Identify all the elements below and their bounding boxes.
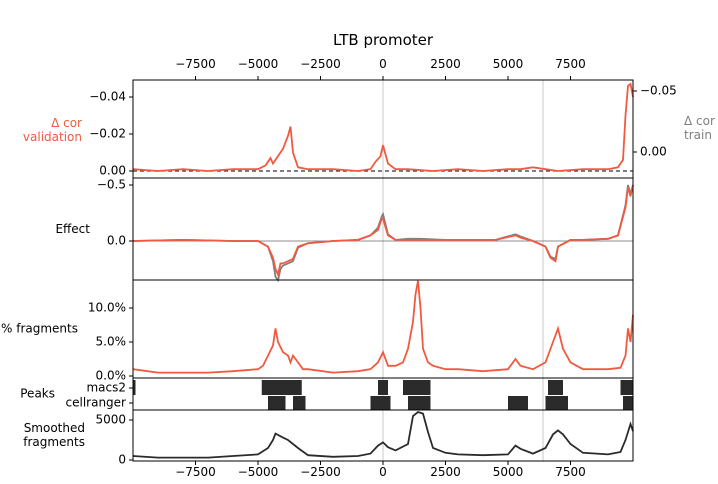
top-x-tick-label: 7500 [555,57,586,71]
top-axis-ticks: −7500 −5000 −2500 0 2500 5000 7500 [175,57,586,80]
top-x-tick-label: 5000 [493,57,524,71]
y-right-tick-label: 0.00 [640,145,667,159]
peak-interval-cellranger [623,396,633,410]
bottom-x-tick-label: 2500 [430,465,461,479]
peak-interval-cellranger [408,396,431,410]
peak-interval-macs2 [133,380,136,395]
y-tick-label: −0.02 [89,127,126,141]
bottom-axis-ticks: −7500 −5000 −2500 0 2500 5000 7500 [175,461,586,479]
peak-interval-macs2 [261,380,302,395]
panel-pct-fragments: 10.0% 5.0% 0.0% % fragments [1,279,634,383]
series-line-validation [132,184,634,278]
peak-interval-macs2 [403,380,431,395]
top-x-tick-label: 2500 [430,57,461,71]
series-line-fragments [132,280,634,374]
bottom-x-tick-label: 5000 [493,465,524,479]
series-line-smoothed [132,410,634,459]
peak-interval-macs2 [378,380,388,395]
y-tick-label: 5.0% [96,335,127,349]
y-axis-label: Effect [55,222,90,236]
peak-interval-cellranger [545,396,568,410]
top-x-tick-label: −2500 [300,57,341,71]
y-tick-label: 10.0% [88,301,126,315]
y-axis-label: Smoothed fragments [23,421,85,449]
y-tick-label: 5000 [95,413,126,427]
y-tick-label: −0.04 [89,90,126,104]
panel-smoothed-fragments: 5000 0 Smoothed fragments [23,409,634,467]
bottom-x-tick-label: 7500 [555,465,586,479]
bottom-x-tick-label: 0 [379,465,387,479]
peak-interval-cellranger [508,396,528,410]
y-axis-label: % fragments [1,322,78,336]
series-line-validation [132,82,634,172]
bottom-x-tick-label: −2500 [300,465,341,479]
top-x-tick-label: −7500 [175,57,216,71]
y-axis-label: Peaks [20,387,55,401]
bottom-x-tick-label: −5000 [238,465,279,479]
y-axis-label-train: Δ cor train [684,114,715,142]
peak-interval-macs2 [548,380,563,395]
bottom-x-tick-label: −7500 [175,465,216,479]
peak-interval-cellranger [370,396,391,410]
y-tick-label: 0.00 [99,164,126,178]
top-x-tick-label: −5000 [238,57,279,71]
chart-title: LTB promoter [333,31,434,49]
y-right-tick-label: −0.05 [640,84,677,98]
peak-row-label: cellranger [66,396,127,410]
peak-interval-cellranger [268,396,286,410]
y-tick-label: 0.0% [96,369,127,383]
panel-delta-cor: −0.04 −0.02 0.00 −0.05 0.00 Δ cor validation Δ … [23,79,715,179]
top-x-tick-label: 0 [379,57,387,71]
y-tick-label: 0.0 [107,234,126,248]
y-tick-label: −0.5 [97,178,126,192]
peak-interval-macs2 [620,380,633,395]
y-axis-label-validation: Δ cor validation [23,116,82,144]
y-tick-label: 0 [118,453,126,467]
peak-interval-cellranger [293,396,306,410]
peak-row-label: macs2 [86,381,126,395]
panel-effect: −0.5 0.0 Effect [55,177,634,283]
